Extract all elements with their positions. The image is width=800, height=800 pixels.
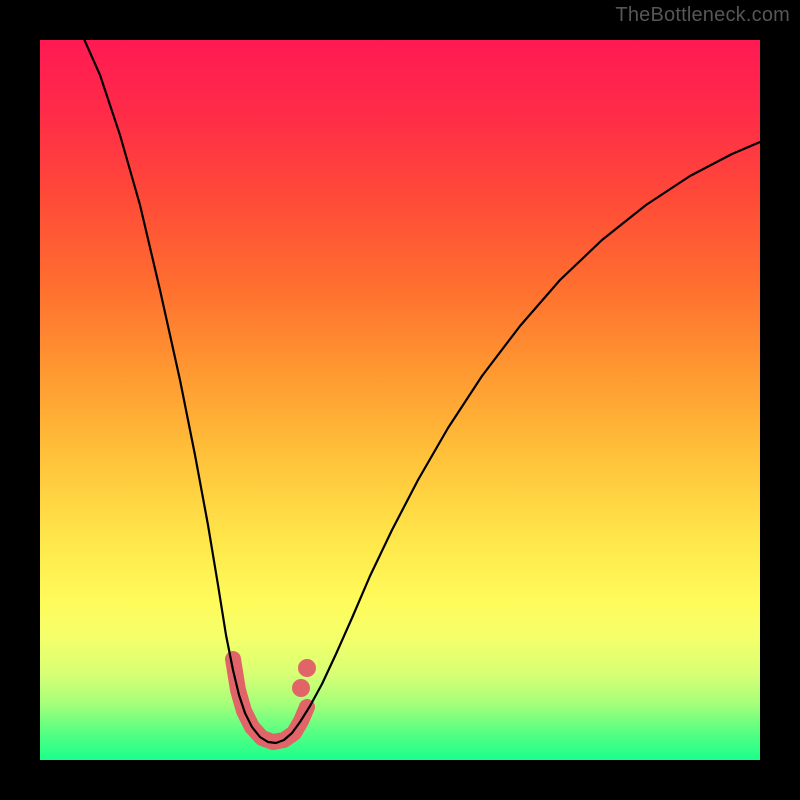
plot-area [40, 40, 760, 760]
figure-outer: TheBottleneck.com [0, 0, 800, 800]
highlight-dot [298, 659, 316, 677]
highlight-dots-group [292, 659, 316, 697]
chart-svg [40, 40, 760, 760]
watermark-text: TheBottleneck.com [615, 4, 790, 27]
highlight-segment [233, 659, 307, 742]
bottleneck-curve [80, 40, 760, 743]
highlight-dot [292, 679, 310, 697]
